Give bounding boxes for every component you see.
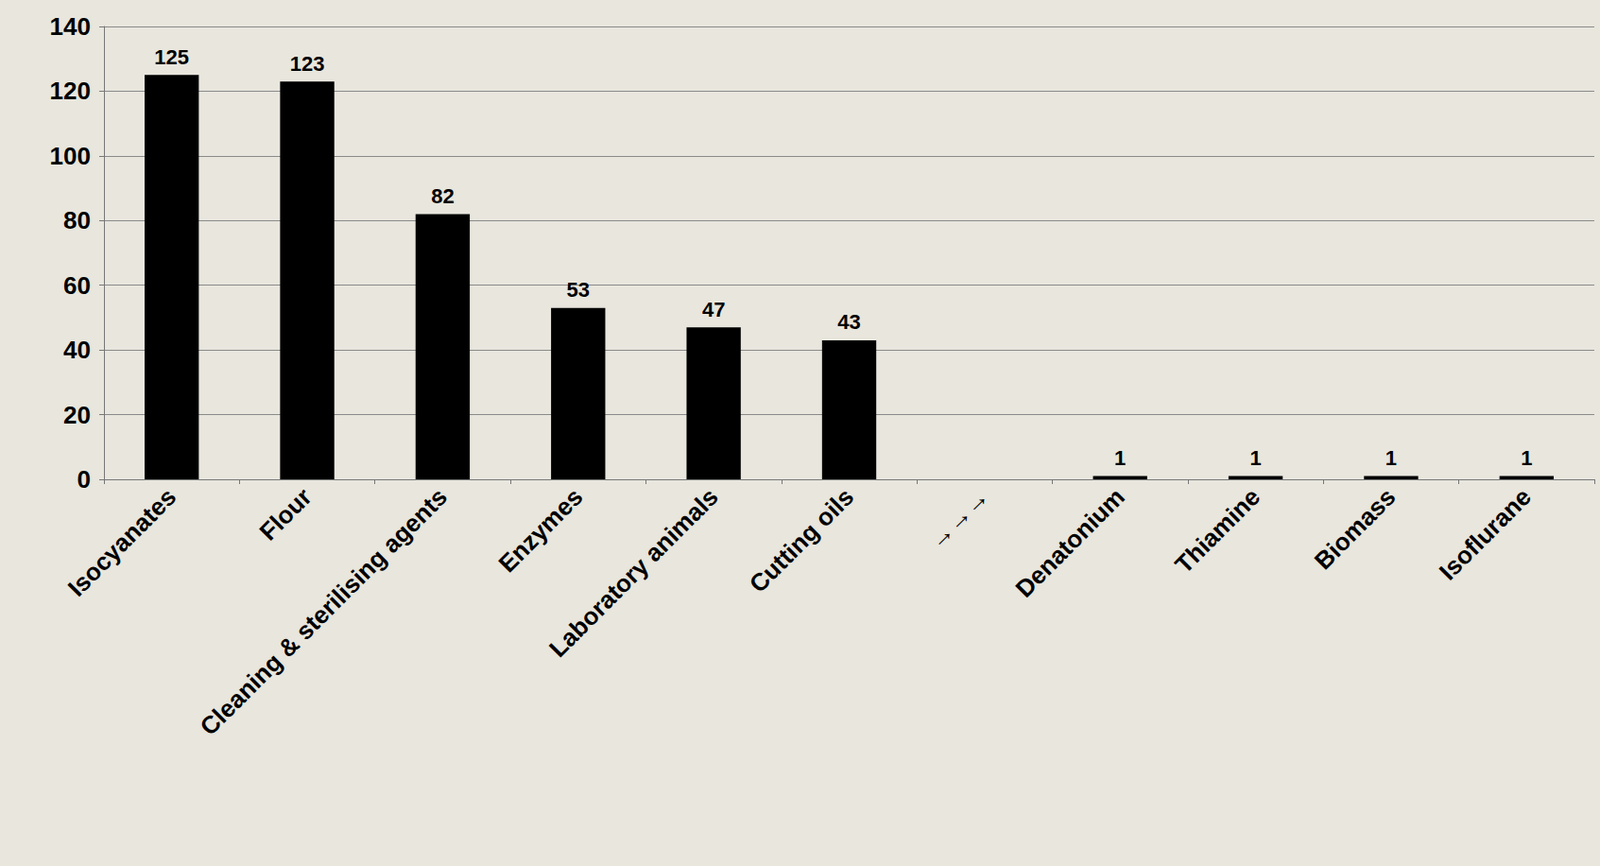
svg-text:1: 1 — [1114, 446, 1126, 470]
svg-text:47: 47 — [702, 297, 725, 322]
svg-text:40: 40 — [63, 335, 91, 364]
svg-text:43: 43 — [837, 309, 861, 334]
svg-text:Enzymes: Enzymes — [493, 481, 589, 578]
svg-text:20: 20 — [63, 400, 91, 430]
svg-text:120: 120 — [50, 76, 91, 105]
svg-text:1: 1 — [1249, 446, 1261, 470]
svg-text:100: 100 — [50, 141, 91, 171]
svg-text:0: 0 — [77, 464, 91, 494]
svg-text:Thiamine: Thiamine — [1169, 481, 1266, 579]
svg-text:Cleaning & sterilising agents: Cleaning & sterilising agents — [194, 481, 453, 740]
svg-text:123: 123 — [290, 51, 326, 76]
svg-text:Cutting oils: Cutting oils — [743, 481, 860, 598]
svg-text:140: 140 — [50, 12, 91, 41]
svg-text:80: 80 — [63, 206, 91, 235]
svg-text:Biomass: Biomass — [1308, 481, 1402, 575]
svg-text:→→→: →→→ — [922, 481, 995, 554]
svg-text:Isocyanates: Isocyanates — [62, 481, 182, 602]
svg-text:60: 60 — [63, 271, 91, 300]
svg-text:Flour: Flour — [254, 481, 318, 546]
svg-text:1: 1 — [1520, 446, 1532, 470]
svg-text:125: 125 — [154, 45, 190, 69]
svg-text:Laboratory animals: Laboratory animals — [543, 481, 724, 663]
svg-text:1: 1 — [1385, 446, 1397, 470]
svg-text:82: 82 — [430, 184, 454, 208]
svg-text:Denatonium: Denatonium — [1009, 481, 1130, 603]
svg-text:53: 53 — [567, 277, 590, 302]
svg-text:Isoflurane: Isoflurane — [1433, 481, 1537, 585]
